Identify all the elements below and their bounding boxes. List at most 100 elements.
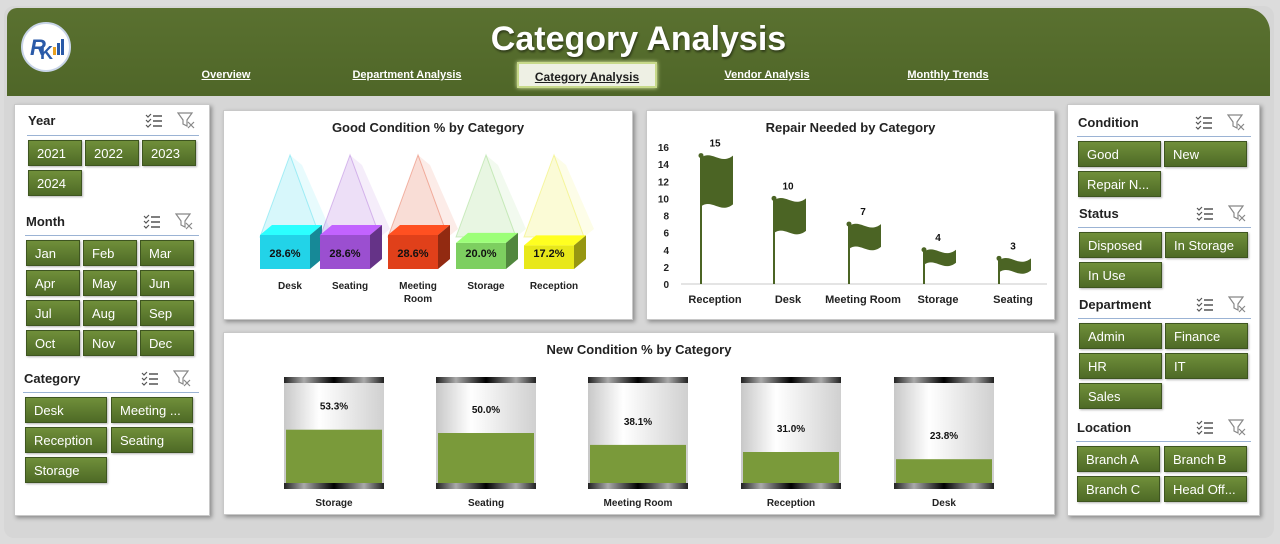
new-condition-value-label: 31.0%	[777, 424, 805, 435]
slicer-status-in-storage[interactable]: In Storage	[1165, 232, 1248, 258]
slicer-location-branch-c[interactable]: Branch C	[1077, 476, 1160, 502]
slicer-month-may[interactable]: May	[83, 270, 137, 296]
multi-select-icon[interactable]	[143, 212, 161, 235]
slicer-condition-good[interactable]: Good	[1078, 141, 1161, 167]
new-condition-category-label: Storage	[315, 498, 353, 509]
clear-filter-icon[interactable]	[174, 212, 193, 235]
repair-category-label: Seating	[993, 294, 1033, 306]
good-condition-bar-meeting-room	[387, 153, 458, 269]
repair-y-tick-label: 6	[663, 229, 669, 240]
slicer-month-feb[interactable]: Feb	[83, 240, 137, 266]
slicer-condition-repair-needed[interactable]: Repair N...	[1078, 171, 1161, 197]
year-slicer-divider	[27, 135, 199, 136]
slicer-category-reception[interactable]: Reception	[25, 427, 107, 453]
repair-y-tick-label: 14	[658, 160, 670, 171]
repair-category-label: Desk	[775, 294, 802, 306]
new-condition-category-label: Seating	[468, 498, 504, 509]
slicer-year-2022[interactable]: 2022	[85, 140, 139, 166]
new-condition-category-label: Meeting Room	[604, 498, 673, 509]
multi-select-icon[interactable]	[1196, 295, 1214, 318]
repair-value-label: 15	[709, 139, 721, 150]
slicer-month-nov[interactable]: Nov	[83, 330, 137, 356]
good-condition-chart-panel: Good Condition % by Category 28.6% Desk 28…	[223, 110, 633, 320]
clear-filter-icon[interactable]	[1227, 204, 1246, 227]
multi-select-icon[interactable]	[141, 369, 159, 392]
slicer-department-sales[interactable]: Sales	[1079, 383, 1162, 409]
slicer-status-in-use[interactable]: In Use	[1079, 262, 1162, 288]
repair-flag-reception	[698, 153, 733, 284]
repair-flag-desk	[771, 195, 806, 284]
slicer-department-hr[interactable]: HR	[1079, 353, 1162, 379]
status-slicer-divider	[1078, 227, 1251, 228]
good-condition-chart: 28.6% Desk 28.6% Seating 28.6% Meeting Room 20.…	[259, 153, 594, 305]
tab-overview[interactable]: Overview	[201, 69, 251, 81]
new-condition-bar-seating	[436, 377, 536, 489]
slicer-location-branch-b[interactable]: Branch B	[1164, 446, 1247, 472]
slicer-month-jul[interactable]: Jul	[26, 300, 80, 326]
svg-text:R: R	[30, 35, 46, 60]
slicer-month-mar[interactable]: Mar	[140, 240, 194, 266]
slicer-year-2024[interactable]: 2024	[28, 170, 82, 196]
repair-value-label: 3	[1010, 241, 1016, 252]
slicer-month-apr[interactable]: Apr	[26, 270, 80, 296]
slicer-month-jan[interactable]: Jan	[26, 240, 80, 266]
slicer-month-dec[interactable]: Dec	[140, 330, 194, 356]
condition-slicer-divider	[1077, 136, 1251, 137]
left-slicer-panel: Year 2021 2022 2023 2024 Month Jan Feb M…	[14, 104, 210, 516]
tab-department-analysis[interactable]: Department Analysis	[352, 69, 462, 81]
slicer-year-2021[interactable]: 2021	[28, 140, 82, 166]
repair-value-label: 4	[935, 233, 941, 244]
slicer-department-admin[interactable]: Admin	[1079, 323, 1162, 349]
slicer-month-sep[interactable]: Sep	[140, 300, 194, 326]
slicer-location-branch-a[interactable]: Branch A	[1077, 446, 1160, 472]
multi-select-icon[interactable]	[1195, 113, 1213, 136]
slicer-category-storage[interactable]: Storage	[25, 457, 107, 483]
new-condition-bar-reception	[741, 377, 841, 489]
tab-monthly-trends[interactable]: Monthly Trends	[907, 69, 989, 81]
slicer-month-oct[interactable]: Oct	[26, 330, 80, 356]
clear-filter-icon[interactable]	[176, 111, 195, 134]
new-condition-category-label: Reception	[767, 498, 815, 509]
new-condition-bar-meeting-room	[588, 377, 688, 489]
slicer-month-aug[interactable]: Aug	[83, 300, 137, 326]
repair-needed-chart-panel: Repair Needed by Category 0 2 4 6 8 10 12 14 16 1…	[646, 110, 1055, 320]
repair-flag-seating	[996, 255, 1031, 284]
slicer-year-2023[interactable]: 2023	[142, 140, 196, 166]
condition-slicer-title: Condition	[1078, 115, 1139, 130]
clear-filter-icon[interactable]	[1227, 418, 1246, 441]
multi-select-icon[interactable]	[1196, 418, 1214, 441]
slicer-condition-new[interactable]: New	[1164, 141, 1247, 167]
clear-filter-icon[interactable]	[1226, 113, 1245, 136]
tab-vendor-analysis[interactable]: Vendor Analysis	[724, 69, 810, 81]
clear-filter-icon[interactable]	[172, 369, 191, 392]
repair-y-tick-label: 10	[658, 194, 670, 205]
department-slicer-divider	[1078, 318, 1251, 319]
tab-category-analysis[interactable]: Category Analysis	[517, 62, 657, 88]
slicer-category-desk[interactable]: Desk	[25, 397, 107, 423]
clear-filter-icon[interactable]	[1227, 295, 1246, 318]
slicer-department-finance[interactable]: Finance	[1165, 323, 1248, 349]
good-condition-category-label: Meeting	[399, 281, 437, 292]
multi-select-icon[interactable]	[1196, 204, 1214, 227]
repair-y-tick-label: 2	[663, 263, 669, 274]
good-condition-chart-title: Good Condition % by Category	[331, 120, 525, 135]
location-slicer-divider	[1076, 441, 1251, 442]
slicer-month-jun[interactable]: Jun	[140, 270, 194, 296]
new-condition-value-label: 23.8%	[930, 431, 958, 442]
repair-category-label: Storage	[918, 294, 959, 306]
new-condition-value-label: 53.3%	[320, 402, 348, 413]
multi-select-icon[interactable]	[145, 111, 163, 134]
good-condition-value-label: 17.2%	[533, 248, 564, 260]
slicer-category-seating[interactable]: Seating	[111, 427, 193, 453]
repair-value-label: 7	[860, 207, 866, 218]
month-slicer-divider	[25, 235, 199, 236]
slicer-status-disposed[interactable]: Disposed	[1079, 232, 1162, 258]
slicer-location-head-office[interactable]: Head Off...	[1164, 476, 1247, 502]
good-condition-bar-desk	[259, 153, 330, 269]
good-condition-category-label: Reception	[530, 281, 578, 292]
slicer-category-meeting-room[interactable]: Meeting ...	[111, 397, 193, 423]
good-condition-value-label: 20.0%	[465, 248, 496, 260]
slicer-department-it[interactable]: IT	[1165, 353, 1248, 379]
new-condition-chart-panel: New Condition % by Category 53.3% Storage…	[223, 332, 1055, 515]
department-slicer-title: Department	[1079, 297, 1152, 312]
